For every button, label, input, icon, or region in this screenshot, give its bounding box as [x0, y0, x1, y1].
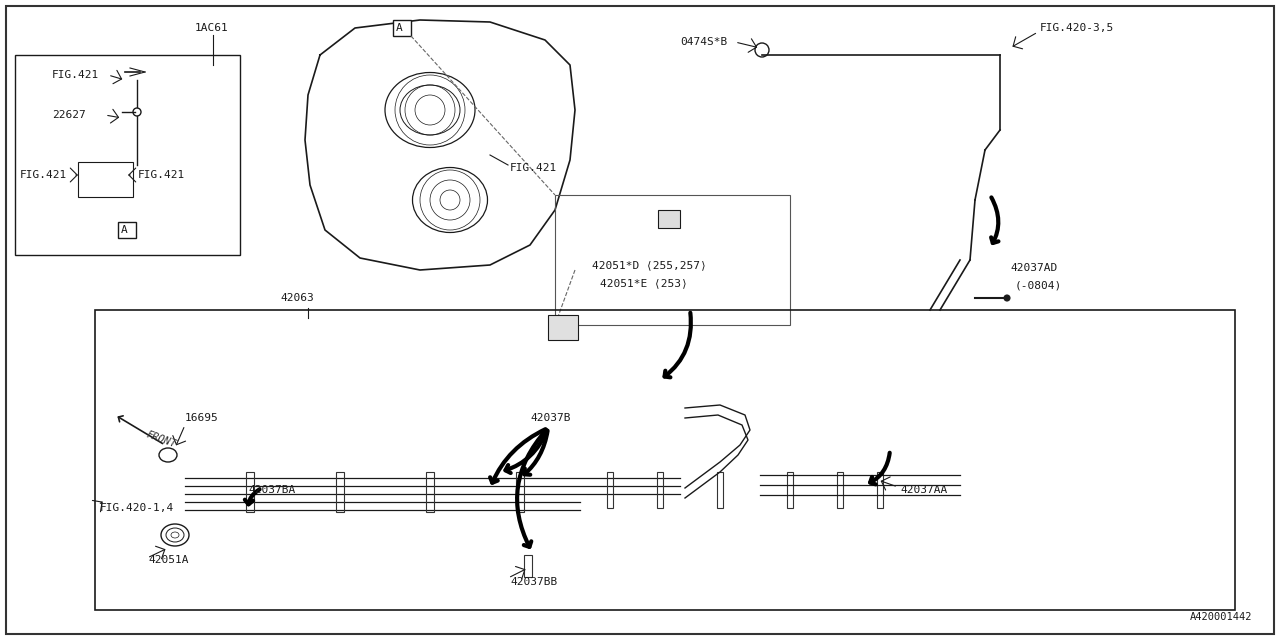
- Bar: [658, 210, 680, 228]
- Text: FIG.420-1,4: FIG.420-1,4: [100, 503, 174, 513]
- Text: 42037AA: 42037AA: [900, 485, 947, 495]
- Circle shape: [1004, 295, 1010, 301]
- Text: 22627: 22627: [52, 110, 86, 120]
- Text: 42037BB: 42037BB: [509, 577, 557, 587]
- Text: FIG.421: FIG.421: [509, 163, 557, 173]
- Text: 42051*E ⟨253⟩: 42051*E ⟨253⟩: [600, 278, 687, 288]
- Text: 42037BA: 42037BA: [248, 485, 296, 495]
- Bar: [657, 472, 663, 508]
- Bar: [246, 472, 253, 512]
- Text: 42037AD: 42037AD: [1010, 263, 1057, 273]
- Text: 1AC61: 1AC61: [195, 23, 229, 33]
- Bar: [337, 472, 344, 512]
- Bar: [118, 222, 136, 238]
- Bar: [516, 472, 524, 512]
- Text: FIG.421: FIG.421: [52, 70, 100, 80]
- Bar: [556, 195, 790, 325]
- Bar: [837, 472, 844, 508]
- Text: 42037B: 42037B: [530, 413, 571, 423]
- Text: A: A: [122, 225, 128, 235]
- Text: A420001442: A420001442: [1190, 612, 1253, 622]
- Text: 42051*D ⟨255,257⟩: 42051*D ⟨255,257⟩: [593, 260, 707, 270]
- Bar: [426, 472, 434, 512]
- Text: 0474S*B: 0474S*B: [680, 37, 727, 47]
- Text: 42063: 42063: [280, 293, 314, 303]
- Text: A: A: [396, 23, 403, 33]
- Bar: [393, 20, 411, 36]
- Text: 42051A: 42051A: [148, 555, 188, 565]
- Bar: [78, 162, 133, 197]
- Text: FRONT: FRONT: [145, 430, 178, 450]
- Text: FIG.420-3,5: FIG.420-3,5: [1039, 23, 1115, 33]
- Bar: [548, 315, 579, 340]
- Bar: [607, 472, 613, 508]
- Bar: [95, 310, 1235, 610]
- Text: 16695: 16695: [186, 413, 219, 423]
- Text: FIG.421: FIG.421: [138, 170, 186, 180]
- Bar: [787, 472, 794, 508]
- Bar: [717, 472, 723, 508]
- Text: (-0804): (-0804): [1015, 280, 1062, 290]
- Bar: [877, 472, 883, 508]
- Bar: [524, 555, 532, 577]
- Text: FIG.421: FIG.421: [20, 170, 68, 180]
- Bar: [15, 55, 241, 255]
